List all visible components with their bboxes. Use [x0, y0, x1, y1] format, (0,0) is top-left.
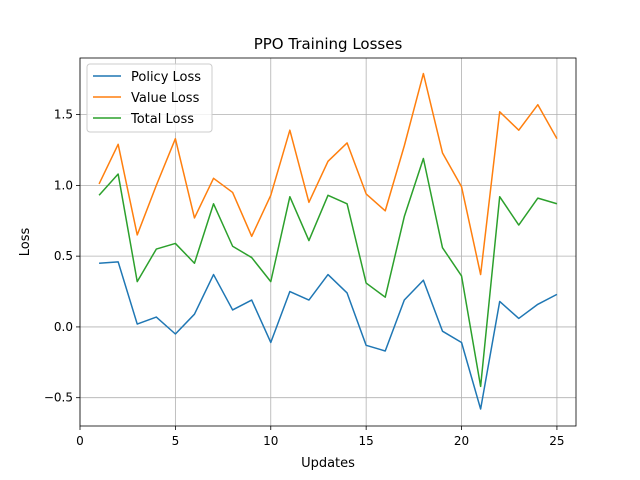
y-tick-label: −0.5: [44, 391, 73, 405]
series-line-policy-loss: [99, 261, 558, 410]
x-tick-label: 5: [172, 434, 180, 448]
y-tick-label: 1.0: [54, 178, 73, 192]
grid: [79, 58, 576, 426]
plot-frame: [79, 57, 577, 427]
legend-box: [86, 63, 213, 133]
x-tick-label: 10: [263, 434, 278, 448]
y-tick-label: 0.0: [54, 320, 73, 334]
series-lines: [98, 72, 558, 410]
y-axis-label: Loss: [18, 228, 33, 257]
x-tick-label: 0: [76, 434, 84, 448]
x-tick-label: 25: [549, 434, 564, 448]
series-line-value-loss: [98, 72, 558, 276]
x-axis-label: Updates: [301, 456, 355, 471]
legend-label-value-loss: Value Loss: [131, 91, 200, 106]
y-tick-label: 1.5: [54, 108, 73, 122]
x-tick-label: 20: [454, 434, 469, 448]
series-line-total-loss: [98, 157, 558, 388]
chart-title: PPO Training Losses: [254, 35, 403, 53]
x-tick-label: 15: [359, 434, 374, 448]
legend-label-total-loss: Total Loss: [130, 112, 194, 127]
legend-label-policy-loss: Policy Loss: [131, 70, 201, 85]
legend: Policy Loss Value Loss Total Loss: [86, 63, 213, 133]
axis-ticks: 0 5 10 15 20 25 −0.5 0.0 0.5 1.0 1.5: [44, 108, 565, 448]
y-tick-label: 0.5: [54, 249, 73, 263]
